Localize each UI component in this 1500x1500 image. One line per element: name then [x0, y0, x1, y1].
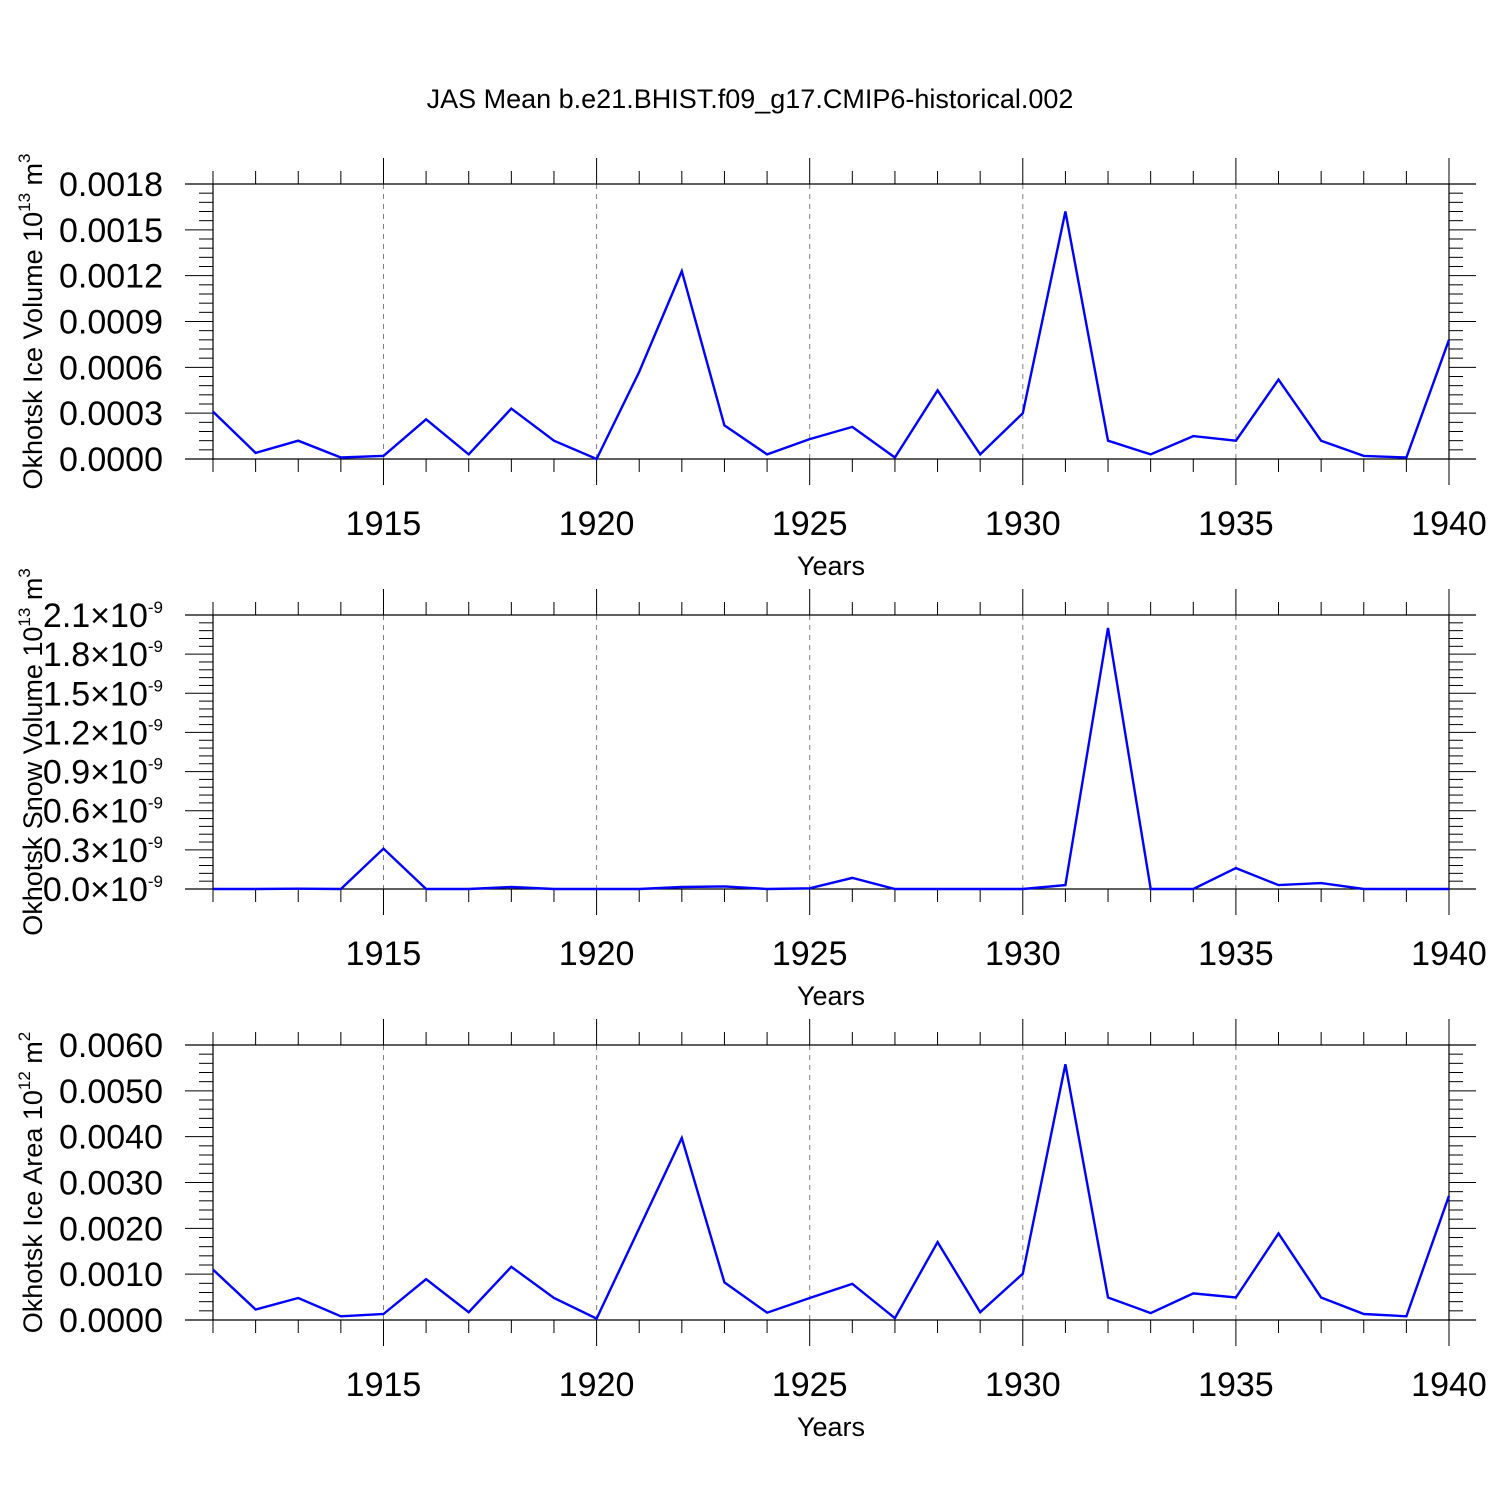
x-tick-label: 1915 [346, 1366, 422, 1404]
y-tick-label: 0.0009 [59, 304, 163, 342]
x-axis-label: Years [797, 1412, 865, 1442]
y-tick-label: 0.0015 [59, 212, 163, 250]
y-tick-label: 0.0010 [59, 1256, 163, 1294]
x-tick-label: 1925 [772, 1366, 848, 1404]
y-axis-label: Okhotsk Ice Volume 1013 m3 [15, 153, 48, 489]
y-tick-label: 0.0000 [59, 441, 163, 479]
y-tick-label: 0.0006 [59, 349, 163, 387]
chart-panel-2: 0.0×10-90.3×10-90.6×10-90.9×10-91.2×10-9… [15, 568, 1487, 1011]
x-tick-label: 1920 [559, 505, 635, 543]
y-tick-label: 0.0050 [59, 1073, 163, 1111]
data-series-line [212, 211, 1451, 461]
x-tick-label: 1940 [1411, 1366, 1487, 1404]
y-tick-label: 1.2×10-9 [43, 714, 163, 752]
y-tick-label: 0.6×10-9 [43, 793, 163, 831]
x-tick-label: 1935 [1198, 1366, 1274, 1404]
y-tick-label: 0.0020 [59, 1210, 163, 1248]
data-series-line [213, 627, 1449, 891]
x-tick-label: 1930 [985, 1366, 1061, 1404]
data-series-line [212, 1064, 1451, 1321]
x-tick-label: 1915 [346, 505, 422, 543]
y-tick-label: 0.3×10-9 [43, 832, 163, 870]
x-axis-label: Years [797, 551, 865, 581]
y-axis-label: Okhotsk Snow Volume 1013 m3 [15, 568, 48, 936]
x-tick-label: 1930 [985, 505, 1061, 543]
y-tick-label: 0.0×10-9 [43, 871, 163, 909]
y-tick-label: 0.9×10-9 [43, 754, 163, 792]
y-tick-label: 0.0040 [59, 1119, 163, 1157]
y-tick-label: 0.0060 [59, 1027, 163, 1065]
x-tick-label: 1940 [1411, 505, 1487, 543]
x-tick-label: 1920 [559, 935, 635, 973]
x-tick-label: 1925 [772, 505, 848, 543]
x-tick-label: 1935 [1198, 935, 1274, 973]
y-tick-label: 0.0018 [59, 166, 163, 204]
y-tick-label: 1.8×10-9 [43, 636, 163, 674]
chart-panel-1: 0.0000 0.0003 0.0006 0.0009 0.0012 0.0015 0.00… [15, 153, 1487, 581]
y-tick-label: 1.5×10-9 [43, 675, 163, 713]
x-tick-label: 1935 [1198, 505, 1274, 543]
x-tick-label: 1920 [559, 1366, 635, 1404]
x-tick-label: 1930 [985, 935, 1061, 973]
chart-panel-3: 0.0000 0.0010 0.0020 0.0030 0.0040 0.0050 0.00… [15, 1019, 1487, 1442]
y-tick-label: 0.0003 [59, 395, 163, 433]
y-tick-label: 0.0030 [59, 1165, 163, 1203]
y-tick-label: 0.0012 [59, 258, 163, 296]
y-tick-label: 0.0000 [59, 1302, 163, 1340]
y-tick-label: 2.1×10-9 [43, 597, 163, 635]
y-axis-label: Okhotsk Ice Area 1012 m2 [15, 1032, 48, 1334]
x-tick-label: 1925 [772, 935, 848, 973]
x-axis-label: Years [797, 981, 865, 1011]
panels: 0.0000 0.0003 0.0006 0.0009 0.0012 0.0015 0.00… [15, 153, 1487, 1442]
x-tick-label: 1915 [346, 935, 422, 973]
x-tick-label: 1940 [1411, 935, 1487, 973]
figure-title: JAS Mean b.e21.BHIST.f09_g17.CMIP6-histo… [427, 84, 1074, 114]
